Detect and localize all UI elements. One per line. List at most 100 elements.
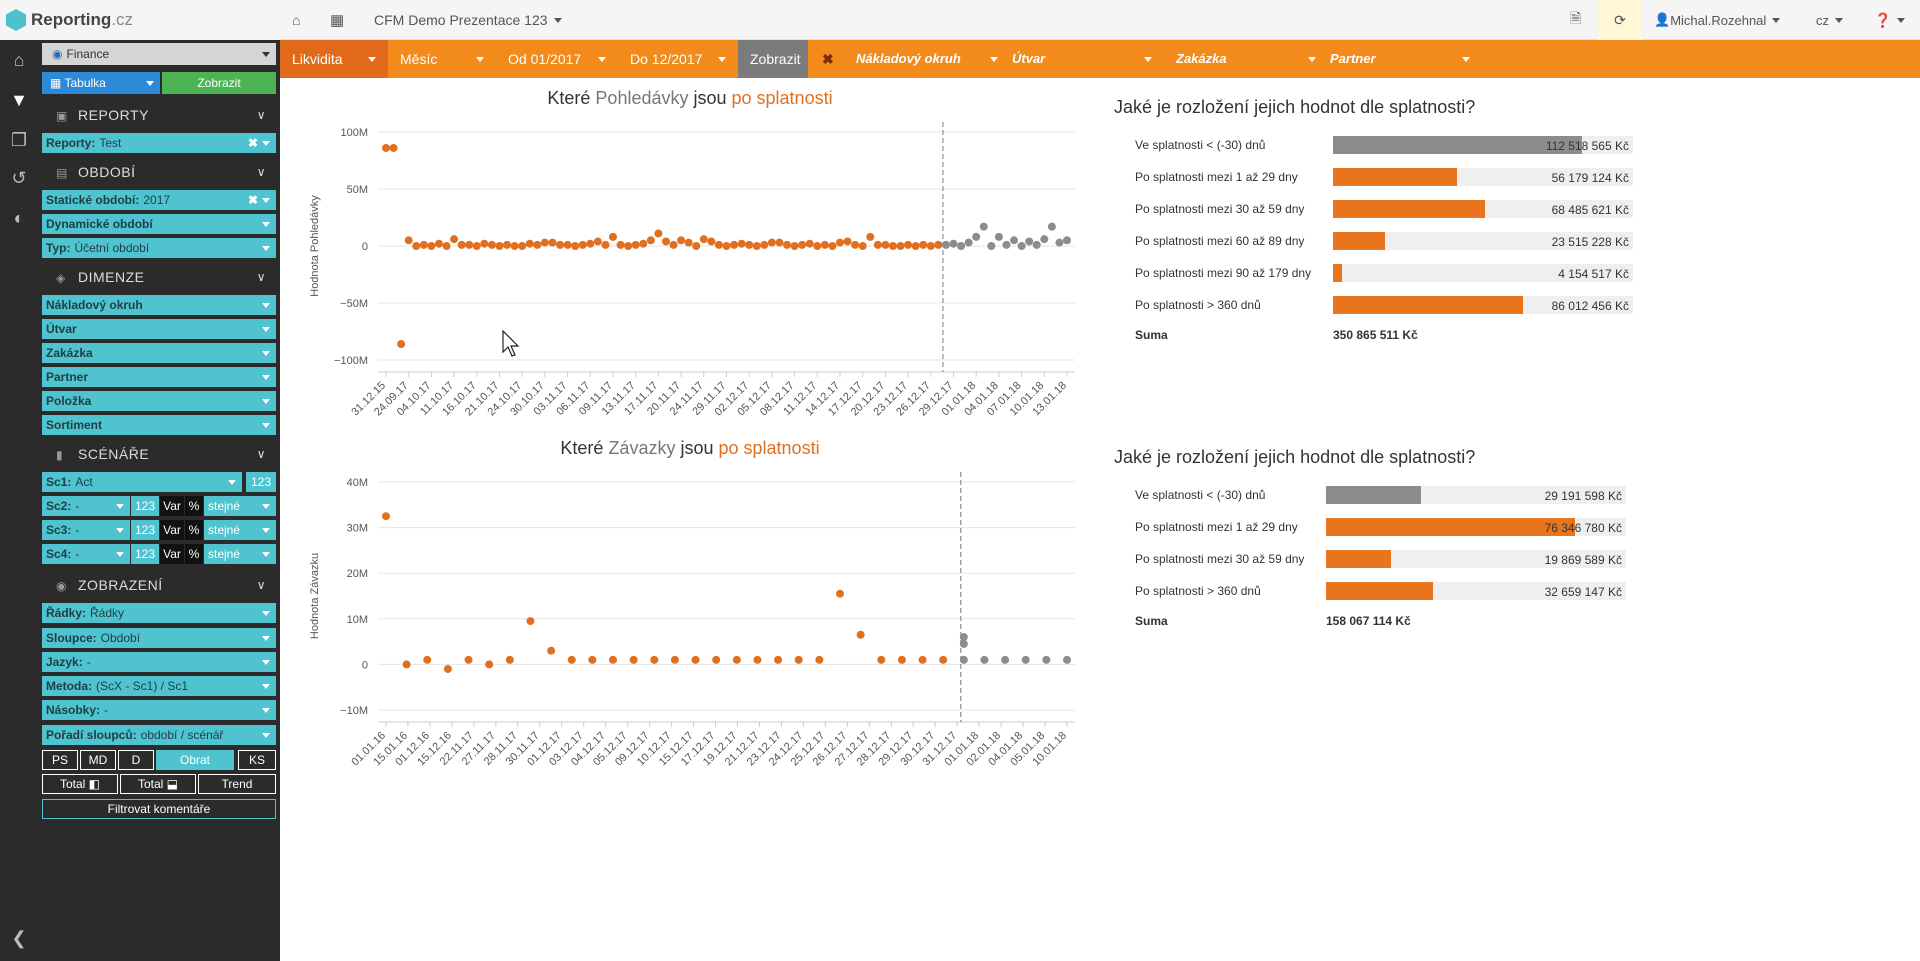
data-point[interactable]	[646, 236, 655, 245]
user-menu[interactable]: 👤 Michal.Rozehnal	[1654, 0, 1781, 40]
md-button[interactable]: MD	[80, 750, 116, 770]
dimension-select[interactable]: Sortiment	[42, 415, 276, 435]
scenario-2-pct[interactable]: %	[185, 496, 203, 516]
scenario-2-select[interactable]: Sc2: -	[42, 496, 130, 516]
data-point[interactable]	[1032, 240, 1041, 249]
data-point[interactable]	[1047, 222, 1056, 231]
scenario-4-compare[interactable]: stejné	[204, 544, 276, 564]
data-point[interactable]	[820, 240, 829, 249]
data-point[interactable]	[866, 232, 875, 241]
data-point[interactable]	[450, 235, 459, 244]
scenario-2-compare[interactable]: stejné	[204, 496, 276, 516]
data-point[interactable]	[1042, 655, 1051, 664]
data-point[interactable]	[904, 240, 913, 249]
clear-icon[interactable]: ✖	[247, 193, 258, 207]
scenario-1-select[interactable]: Sc1: Act	[42, 472, 242, 492]
data-point[interactable]	[624, 242, 633, 250]
show-filters-button[interactable]: Zobrazit	[738, 40, 808, 78]
data-point[interactable]	[692, 242, 701, 250]
data-point[interactable]	[1025, 237, 1034, 246]
data-point[interactable]	[836, 589, 844, 598]
dimension-select[interactable]: Položka	[42, 391, 276, 411]
clear-filters-icon[interactable]: ✖	[822, 51, 834, 67]
data-point[interactable]	[661, 237, 670, 246]
data-point[interactable]	[548, 238, 557, 247]
data-point[interactable]	[815, 655, 824, 664]
total-left-button[interactable]: Total ◧	[42, 774, 118, 794]
data-point[interactable]	[443, 664, 452, 673]
data-point[interactable]	[1063, 655, 1071, 664]
data-point[interactable]	[1002, 240, 1011, 249]
data-point[interactable]	[464, 655, 473, 664]
project-select[interactable]: CFM Demo Prezentace 123	[374, 0, 562, 40]
partner-select[interactable]: Partner	[1328, 40, 1482, 78]
data-point[interactable]	[650, 655, 659, 664]
data-point[interactable]	[959, 633, 968, 642]
data-point[interactable]	[712, 655, 721, 664]
data-point[interactable]	[980, 655, 989, 664]
data-point[interactable]	[745, 240, 754, 249]
dynamic-period-select[interactable]: Dynamické období	[42, 214, 276, 234]
to-select[interactable]: Do 12/2017	[618, 40, 738, 78]
data-point[interactable]	[563, 240, 572, 249]
data-point[interactable]	[1001, 655, 1010, 664]
data-point[interactable]	[753, 655, 762, 664]
month-select[interactable]: Měsíc	[388, 40, 496, 78]
data-point[interactable]	[843, 237, 852, 246]
filter-comments-button[interactable]: Filtrovat komentáře	[42, 799, 276, 819]
dimension-select[interactable]: Nákladový okruh	[42, 295, 276, 315]
data-point[interactable]	[691, 655, 700, 664]
section-scenarios[interactable]: ▮ SCÉNÁŘE ∨	[42, 442, 276, 466]
data-point[interactable]	[669, 240, 678, 249]
data-point[interactable]	[434, 239, 443, 248]
rows-select[interactable]: Řádky: Řádky	[42, 603, 276, 623]
distribution-bar[interactable]	[1333, 136, 1582, 154]
data-point[interactable]	[858, 242, 867, 250]
home-rail-icon[interactable]: ⌂	[13, 50, 25, 70]
distribution-bar[interactable]	[1333, 168, 1458, 186]
data-point[interactable]	[775, 238, 784, 247]
data-point[interactable]	[994, 232, 1003, 241]
data-point[interactable]	[987, 242, 996, 250]
scenario-3-var[interactable]: Var	[160, 520, 184, 540]
data-point[interactable]	[836, 238, 844, 247]
dashboard-icon[interactable]: ◐	[13, 208, 25, 228]
data-point[interactable]	[897, 655, 906, 664]
data-point[interactable]	[389, 143, 398, 152]
help-icon[interactable]: ❓	[1874, 0, 1906, 40]
language-row-select[interactable]: Jazyk: -	[42, 652, 276, 672]
data-point[interactable]	[896, 242, 905, 250]
d-button[interactable]: D	[118, 750, 154, 770]
data-point[interactable]	[442, 242, 451, 250]
section-dimension[interactable]: ◈ DIMENZE ∨	[42, 265, 276, 289]
logo[interactable]: Reporting.cz	[0, 0, 280, 40]
section-display[interactable]: ◉ ZOBRAZENÍ ∨	[42, 573, 276, 597]
data-point[interactable]	[1055, 238, 1064, 247]
data-point[interactable]	[752, 242, 761, 250]
distribution-bar[interactable]	[1333, 200, 1485, 218]
data-point[interactable]	[888, 242, 897, 250]
data-point[interactable]	[540, 238, 549, 247]
language-select[interactable]: cz	[1816, 0, 1843, 40]
data-point[interactable]	[397, 340, 406, 349]
order-select[interactable]: Zakázka	[1174, 40, 1328, 78]
static-period-select[interactable]: Statické období: 2017 ✖	[42, 190, 276, 210]
data-point[interactable]	[684, 238, 693, 247]
scenario-3-pct[interactable]: %	[185, 520, 203, 540]
data-point[interactable]	[518, 242, 527, 250]
data-point[interactable]	[926, 242, 935, 250]
history-icon[interactable]: ↺	[11, 168, 27, 188]
distribution-bar[interactable]	[1326, 582, 1433, 600]
columns-select[interactable]: Sloupce: Období	[42, 628, 276, 648]
data-point[interactable]	[654, 229, 663, 238]
data-point[interactable]	[670, 655, 679, 664]
data-point[interactable]	[794, 655, 803, 664]
dimension-select[interactable]: Útvar	[42, 319, 276, 339]
data-point[interactable]	[419, 240, 428, 249]
data-point[interactable]	[714, 240, 723, 249]
method-select[interactable]: Metoda: (ScX - Sc1) / Sc1	[42, 676, 276, 696]
data-point[interactable]	[957, 242, 966, 250]
data-point[interactable]	[586, 239, 595, 248]
data-point[interactable]	[918, 655, 927, 664]
data-point[interactable]	[730, 240, 739, 249]
